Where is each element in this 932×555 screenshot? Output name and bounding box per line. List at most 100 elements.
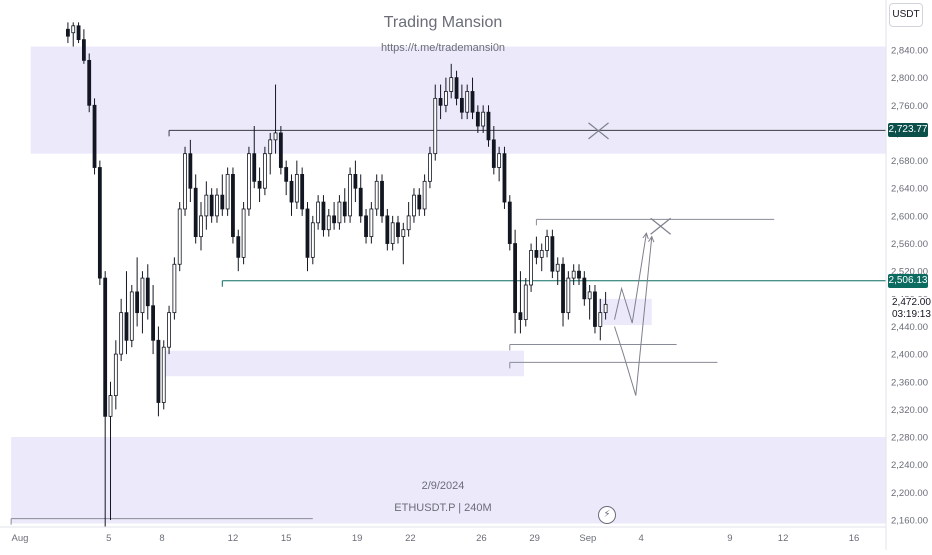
candle-body-76 [470,91,475,113]
y-tick-label: 2,280.00 [891,433,928,444]
candle-body-52 [342,201,347,217]
candle-body-71 [444,91,448,106]
last-price-label: 2,472.00 [890,297,932,309]
candle-body-60 [385,215,390,244]
chart-title: Trading Mansion [383,14,503,31]
candle-body-2 [76,25,81,41]
candle-body-11 [124,312,129,341]
cross-mark-1 [650,217,672,235]
symbol-label: ETHUSDT.P | 240M [394,502,492,514]
candle-body-3 [81,39,86,61]
candle-body-42 [289,180,294,203]
candle-body-50 [332,215,337,224]
candle-body-31 [231,174,235,238]
candle-body-49 [326,215,331,231]
candle-body-45 [305,208,310,258]
projection-path-1 [614,236,653,396]
candle-body-91 [550,236,555,272]
candle-body-85 [518,312,523,320]
y-tick-label: 2,840.00 [891,46,928,57]
lightning-icon[interactable]: ⚡ [598,506,616,524]
candle-body-77 [475,111,480,127]
candle-body-83 [507,201,512,244]
candle-body-99 [593,291,597,327]
cross-mark-0 [588,122,609,140]
candle-body-43 [294,174,299,203]
x-tick-label: 9 [727,533,732,544]
candle-body-66 [417,194,422,210]
candle-body-80 [491,139,496,168]
y-tick-label: 2,160.00 [891,516,928,527]
y-tick-label: 2,640.00 [891,184,928,195]
x-tick-label: Sep [579,533,596,544]
candle-body-18 [161,346,166,403]
candle-body-28 [215,194,219,217]
candle-body-96 [577,270,581,279]
candle-body-6 [97,167,102,279]
x-tick-label: 8 [159,533,164,544]
price-tag-lower: 2,506.13 [888,273,928,288]
candle-body-79 [486,111,491,141]
candle-body-38 [268,139,273,155]
candle-body-12 [129,291,134,341]
candle-body-13 [135,291,140,314]
y-tick-label: 2,320.00 [891,405,928,416]
candle-body-21 [177,208,182,265]
candle-body-35 [252,153,257,182]
candle-body-61 [390,222,395,244]
currency-button[interactable]: USDT [889,3,923,27]
y-tick-label: 2,800.00 [891,73,928,84]
zone-1 [165,350,524,377]
zone-2 [11,437,886,524]
drawing-layer [588,122,672,396]
candle-body-53 [348,174,352,217]
candle-body-5 [92,104,97,168]
candle-body-33 [241,208,246,258]
candle-layer [66,22,608,527]
x-tick-label: 15 [281,533,292,544]
candle-body-92 [555,263,560,272]
candle-body-46 [310,222,315,258]
candle-body-65 [412,194,416,217]
x-tick-label: 26 [476,533,487,544]
candle-body-57 [369,208,374,238]
projection-path-0 [614,233,647,324]
y-tick-label: 2,680.00 [891,156,928,167]
y-tick-label: 2,560.00 [891,239,928,250]
candle-body-19 [167,312,171,348]
x-tick-label: 12 [778,533,789,544]
candle-body-90 [545,236,549,251]
candle-body-62 [396,222,400,238]
x-tick-label: 29 [529,533,540,544]
candle-body-98 [587,291,592,300]
x-tick-label: 5 [106,533,111,544]
candle-body-26 [204,194,209,217]
x-tick-label: 19 [352,533,363,544]
candle-body-41 [284,167,289,182]
candle-body-34 [247,153,251,210]
candle-body-75 [465,91,470,113]
candle-body-68 [428,153,432,182]
candle-body-54 [353,174,358,189]
chart-subtitle: https://t.me/trademansi0n [380,42,506,54]
candle-body-89 [539,250,544,258]
candle-body-29 [220,194,225,210]
candle-body-48 [321,201,326,231]
candle-body-59 [380,180,384,217]
x-tick-label: 12 [228,533,239,544]
candle-body-37 [262,153,267,189]
candle-body-58 [374,180,379,210]
candle-body-81 [497,153,502,168]
candle-body-64 [406,215,411,231]
candle-body-70 [438,97,443,106]
candle-body-82 [502,153,507,203]
y-tick-label: 2,520.00 [891,267,928,278]
candle-body-4 [87,59,92,106]
candle-body-84 [513,243,518,314]
candle-body-10 [119,312,124,355]
candle-body-78 [481,111,486,127]
candle-body-20 [172,263,177,314]
